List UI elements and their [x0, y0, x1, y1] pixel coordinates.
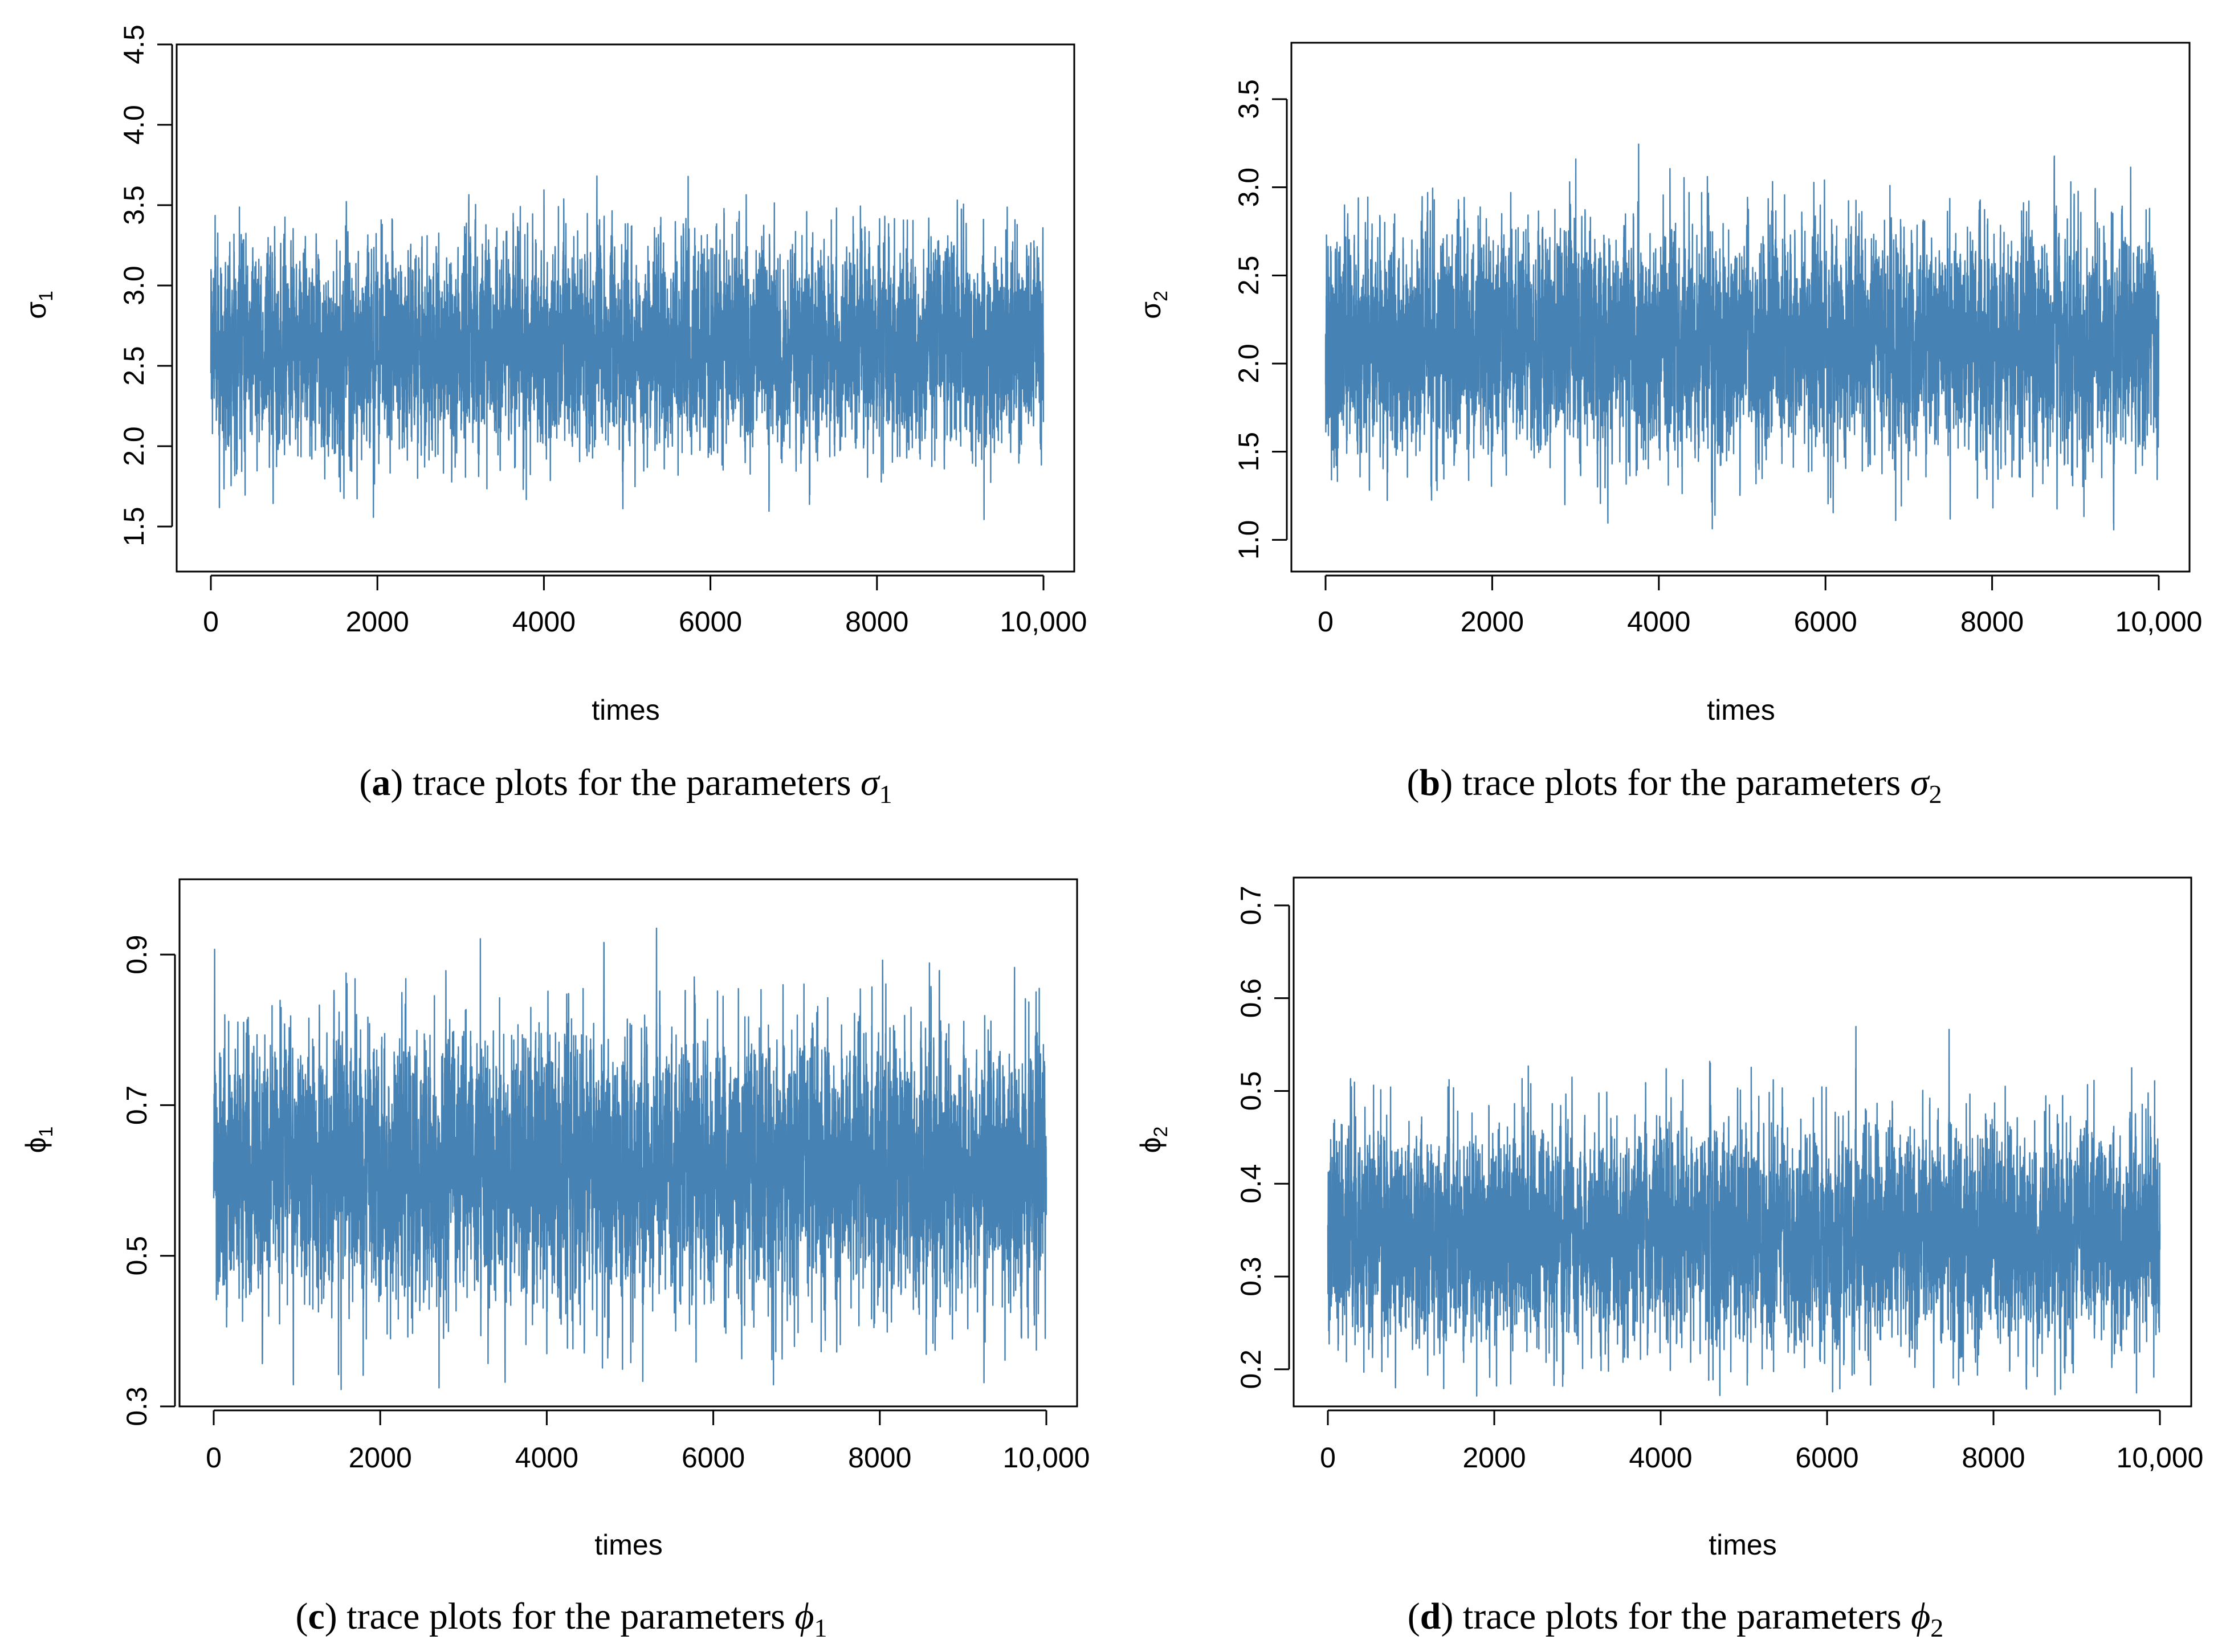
- panel-c-trace-series: [213, 927, 1047, 1390]
- panel-b-x-tick-label: 6000: [1794, 606, 1857, 638]
- panel-d-y-tick-label: 0.4: [1235, 1164, 1267, 1204]
- panel-a-x-axis-label: times: [592, 694, 659, 726]
- panel-c: 0 2000 4000 6000 8000 10,000 0.3 0.5 0.7 0.9 time…: [20, 878, 1090, 1642]
- panel-d-x-tick-label: 0: [1320, 1442, 1336, 1474]
- panel-b-y-tick-label: 2.5: [1233, 256, 1265, 296]
- panel-a-caption: (a) trace plots for the parameters σ1: [359, 762, 892, 809]
- panel-d-y-tick-label: 0.6: [1235, 978, 1267, 1018]
- panel-a-x-tick-label: 10,000: [1000, 606, 1087, 638]
- panel-b-y-tick-label: 1.5: [1233, 432, 1265, 472]
- panel-c-y-tick-label: 0.5: [121, 1236, 153, 1276]
- panel-d-y-tick-label: 0.7: [1235, 886, 1267, 925]
- panel-a-y-tick-label: 2.0: [118, 426, 150, 466]
- panel-c-x-tick-label: 4000: [515, 1442, 578, 1474]
- panel-c-y-tick-label: 0.3: [121, 1386, 153, 1426]
- panel-b-y-tick-label: 2.0: [1233, 344, 1265, 384]
- panel-a-trace-line: [210, 175, 1045, 520]
- panel-b-y-axis-label: σ2: [1135, 291, 1172, 319]
- panel-d-caption: (d) trace plots for the parameters ϕ2: [1408, 1596, 1944, 1642]
- panel-b: 0 2000 4000 6000 8000 10,000 1.0 1.5 2.0 2.5 3.0 3.…: [1135, 42, 2202, 809]
- panel-c-x-tick-label: 2000: [349, 1442, 412, 1474]
- panel-d-x-tick-label: 8000: [1962, 1442, 2025, 1474]
- panel-d-y-tick-label: 0.5: [1235, 1071, 1267, 1111]
- panel-b-x-tick-label: 10,000: [2115, 606, 2203, 638]
- panel-b-plot-frame: [1290, 42, 2191, 573]
- panel-d-x-tick-label: 10,000: [2117, 1442, 2204, 1474]
- panel-b-trace-line: [1324, 143, 2160, 531]
- panel-b-y-tick-label: 3.5: [1233, 79, 1265, 119]
- panel-a-y-axis-label: σ1: [20, 291, 57, 319]
- panel-d-trace-line: [1327, 1026, 2161, 1397]
- panel-b-x-tick-label: 0: [1318, 606, 1334, 638]
- panel-d-x-tick-label: 2000: [1462, 1442, 1526, 1474]
- panel-c-y-axis-label: ϕ1: [20, 1127, 57, 1153]
- panel-a-x-tick-label: 0: [203, 606, 219, 638]
- panel-b-ticks: 0 2000 4000 6000 8000 10,000 1.0 1.5 2.0 2.5 3.0 3.…: [1233, 79, 2202, 638]
- panel-a-plot-box: [176, 43, 1075, 573]
- panel-b-y-tick-label: 3.0: [1233, 168, 1265, 207]
- panel-d-x-tick-label: 4000: [1629, 1442, 1692, 1474]
- panel-c-x-tick-label: 0: [206, 1442, 222, 1474]
- panel-c-plot-frame: [178, 878, 1078, 1408]
- panel-c-x-tick-label: 10,000: [1003, 1442, 1090, 1474]
- panel-a-plot-frame: [176, 43, 1075, 573]
- panel-b-x-axis-label: times: [1707, 694, 1775, 726]
- panel-a-trace-series: [210, 175, 1045, 520]
- panel-b-x-tick-label: 8000: [1960, 606, 2024, 638]
- panel-c-x-tick-label: 8000: [848, 1442, 911, 1474]
- panel-d-y-tick-label: 0.2: [1235, 1349, 1267, 1389]
- panel-a-y-tick-label: 3.0: [118, 266, 150, 305]
- panel-b-plot-box: [1290, 42, 2191, 573]
- panel-b-y-tick-label: 1.0: [1233, 520, 1265, 560]
- panel-d: 0 2000 4000 6000 8000 10,000 0.2 0.3 0.4 0.5 0.6 0.…: [1135, 876, 2203, 1642]
- panel-b-x-tick-label: 4000: [1627, 606, 1690, 638]
- panel-c-trace-line: [213, 927, 1047, 1390]
- panel-c-plot-box: [178, 878, 1078, 1408]
- panel-d-trace-series: [1327, 1026, 2161, 1397]
- panel-a-y-tick-label: 4.5: [118, 25, 150, 64]
- panel-a-y-tick-label: 1.5: [118, 507, 150, 546]
- panel-d-y-axis-label: ϕ2: [1135, 1127, 1172, 1153]
- panel-a-x-tick-label: 8000: [845, 606, 908, 638]
- panel-a-x-tick-label: 2000: [346, 606, 409, 638]
- panel-c-x-tick-label: 6000: [682, 1442, 745, 1474]
- panel-b-x-tick-label: 2000: [1461, 606, 1524, 638]
- panel-a-x-tick-label: 6000: [679, 606, 742, 638]
- panel-c-ticks: 0 2000 4000 6000 8000 10,000 0.3 0.5 0.7 0.9: [121, 935, 1090, 1474]
- panel-d-plot-frame: [1293, 876, 2192, 1408]
- panel-a-ticks: 0 2000 4000 6000 8000 10,000 1.5 2.0 2.5 3.0 3.5 4.…: [118, 25, 1087, 638]
- panel-a: 0 2000 4000 6000 8000 10,000 1.5 2.0 2.5 3.0 3.5 4.…: [20, 25, 1087, 809]
- panel-c-x-axis-label: times: [594, 1529, 662, 1561]
- panel-d-plot-box: [1293, 876, 2192, 1408]
- panel-d-ticks: 0 2000 4000 6000 8000 10,000 0.2 0.3 0.4 0.5 0.6 0.…: [1235, 886, 2203, 1474]
- panel-b-caption: (b) trace plots for the parameters σ2: [1407, 762, 1942, 809]
- panel-d-y-tick-label: 0.3: [1235, 1257, 1267, 1296]
- panel-a-x-tick-label: 4000: [512, 606, 576, 638]
- panel-a-y-tick-label: 4.0: [118, 105, 150, 145]
- panel-d-x-axis-label: times: [1709, 1529, 1776, 1561]
- panel-c-y-tick-label: 0.7: [121, 1086, 153, 1125]
- panel-d-x-tick-label: 6000: [1795, 1442, 1858, 1474]
- panel-b-trace-series: [1324, 143, 2160, 531]
- panel-c-y-tick-label: 0.9: [121, 935, 153, 974]
- panel-a-y-tick-label: 2.5: [118, 346, 150, 386]
- panel-c-caption: (c) trace plots for the parameters ϕ1: [295, 1596, 827, 1642]
- panel-a-y-tick-label: 3.5: [118, 185, 150, 225]
